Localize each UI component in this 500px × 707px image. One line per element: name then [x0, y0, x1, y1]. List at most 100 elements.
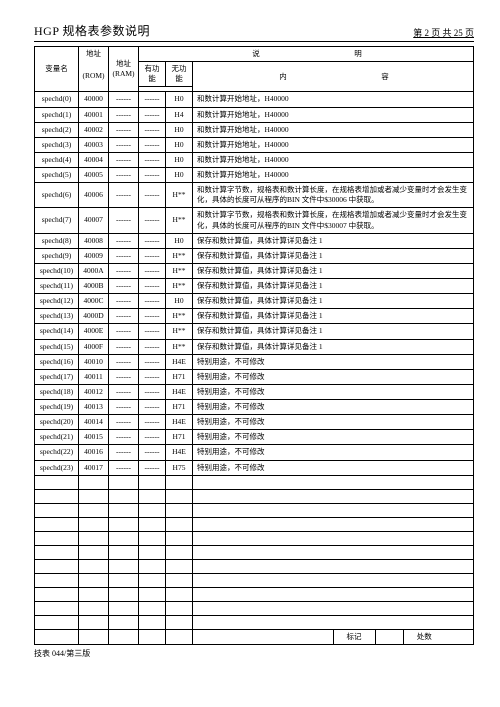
cell-ram: ------ [109, 339, 139, 354]
cell-yes: ------ [139, 263, 166, 278]
cell-yes: ------ [139, 400, 166, 415]
table-row: spechd(20)40014------------H4E特别用途，不可修改 [35, 415, 474, 430]
cell-var: spechd(5) [35, 168, 79, 183]
cell-content: 特别用途，不可修改 [193, 369, 474, 384]
table-row: spechd(13)4000D------------H**保存和数计算值，具体… [35, 309, 474, 324]
cell-no: H71 [166, 430, 193, 445]
cell-yes: ------ [139, 460, 166, 475]
cell-rom: 40014 [79, 415, 109, 430]
cell-ram: ------ [109, 208, 139, 233]
cell-ram: ------ [109, 92, 139, 107]
cell-content: 和数计算开始地址，H40000 [193, 152, 474, 167]
cell-no: H** [166, 309, 193, 324]
col-func-yes: 有功能 [139, 62, 166, 87]
cell-yes: ------ [139, 415, 166, 430]
table-row: spechd(22)40016------------H4E特别用途，不可修改 [35, 445, 474, 460]
blank-row [35, 545, 474, 559]
table-row: spechd(11)4000B------------H**保存和数计算值，具体… [35, 279, 474, 294]
cell-content: 和数计算字节数，规格表和数计算长度，在规格表增加或者减少变量时才会发生变化，具体… [193, 183, 474, 208]
cell-content: 和数计算开始地址，H40000 [193, 168, 474, 183]
cell-var: spechd(1) [35, 107, 79, 122]
cell-no: H** [166, 208, 193, 233]
cell-content: 和数计算开始地址，H40000 [193, 107, 474, 122]
table-row: spechd(14)4000E------------H**保存和数计算值，具体… [35, 324, 474, 339]
table-row: spechd(4)40004------------H0和数计算开始地址，H40… [35, 152, 474, 167]
cell-var: spechd(6) [35, 183, 79, 208]
cell-rom: 40003 [79, 137, 109, 152]
cell-yes: ------ [139, 122, 166, 137]
cell-ram: ------ [109, 168, 139, 183]
cell-content: 特别用途，不可修改 [193, 400, 474, 415]
cell-var: spechd(3) [35, 137, 79, 152]
table-row: spechd(5)40005------------H0和数计算开始地址，H40… [35, 168, 474, 183]
cell-ram: ------ [109, 460, 139, 475]
table-row: spechd(15)4000F------------H**保存和数计算值，具体… [35, 339, 474, 354]
cell-var: spechd(20) [35, 415, 79, 430]
cell-yes: ------ [139, 92, 166, 107]
cell-ram: ------ [109, 309, 139, 324]
cell-ram: ------ [109, 294, 139, 309]
cell-ram: ------ [109, 263, 139, 278]
footer-tag: 标记 [333, 630, 375, 644]
cell-content: 保存和数计算值，具体计算详见备注 1 [193, 263, 474, 278]
cell-content: 保存和数计算值，具体计算详见备注 1 [193, 309, 474, 324]
cell-rom: 4000F [79, 339, 109, 354]
table-row: spechd(6)40006------------H**和数计算字节数，规格表… [35, 183, 474, 208]
cell-rom: 40016 [79, 445, 109, 460]
table-row: spechd(0)40000------------H0和数计算开始地址，H40… [35, 92, 474, 107]
col-var: 变量名 [35, 47, 79, 92]
cell-ram: ------ [109, 183, 139, 208]
cell-yes: ------ [139, 233, 166, 248]
cell-no: H4E [166, 415, 193, 430]
cell-content: 保存和数计算值，具体计算详见备注 1 [193, 233, 474, 248]
cell-rom: 40017 [79, 460, 109, 475]
cell-ram: ------ [109, 400, 139, 415]
blank-row [35, 503, 474, 517]
cell-no: H71 [166, 369, 193, 384]
cell-var: spechd(17) [35, 369, 79, 384]
cell-yes: ------ [139, 248, 166, 263]
blank-row [35, 517, 474, 531]
cell-no: H4E [166, 384, 193, 399]
cell-no: H71 [166, 400, 193, 415]
cell-no: H0 [166, 168, 193, 183]
table-row: spechd(8)40008------------H0保存和数计算值，具体计算… [35, 233, 474, 248]
cell-content: 特别用途，不可修改 [193, 354, 474, 369]
table-row: spechd(19)40013------------H71特别用途，不可修改 [35, 400, 474, 415]
cell-content: 特别用途，不可修改 [193, 384, 474, 399]
cell-yes: ------ [139, 152, 166, 167]
cell-rom: 40001 [79, 107, 109, 122]
cell-rom: 4000E [79, 324, 109, 339]
cell-ram: ------ [109, 279, 139, 294]
cell-var: spechd(8) [35, 233, 79, 248]
cell-content: 和数计算开始地址，H40000 [193, 122, 474, 137]
cell-yes: ------ [139, 107, 166, 122]
cell-ram: ------ [109, 354, 139, 369]
cell-var: spechd(22) [35, 445, 79, 460]
blank-row [35, 573, 474, 587]
table-row: spechd(21)40015------------H71特别用途，不可修改 [35, 430, 474, 445]
col-rom-sub: (ROM) [79, 62, 109, 92]
page-header: HGP 规格表参数说明 第 2 页 共 25 页 [34, 22, 474, 42]
cell-var: spechd(14) [35, 324, 79, 339]
cell-yes: ------ [139, 384, 166, 399]
cell-var: spechd(11) [35, 279, 79, 294]
cell-rom: 40008 [79, 233, 109, 248]
cell-rom: 40007 [79, 208, 109, 233]
cell-rom: 4000A [79, 263, 109, 278]
cell-ram: ------ [109, 152, 139, 167]
cell-content: 保存和数计算值，具体计算详见备注 1 [193, 324, 474, 339]
cell-content: 保存和数计算值，具体计算详见备注 1 [193, 339, 474, 354]
cell-yes: ------ [139, 324, 166, 339]
cell-no: H0 [166, 233, 193, 248]
blank-row [35, 615, 474, 629]
cell-rom: 4000B [79, 279, 109, 294]
cell-yes: ------ [139, 339, 166, 354]
cell-rom: 4000C [79, 294, 109, 309]
table-body: spechd(0)40000------------H0和数计算开始地址，H40… [35, 92, 474, 644]
cell-ram: ------ [109, 445, 139, 460]
table-row: spechd(18)40012------------H4E特别用途，不可修改 [35, 384, 474, 399]
footer-loc: 处数 [403, 630, 445, 644]
cell-content: 保存和数计算值，具体计算详见备注 1 [193, 294, 474, 309]
cell-content: 和数计算字节数，规格表和数计算长度，在规格表增加或者减少变量时才会发生变化，具体… [193, 208, 474, 233]
